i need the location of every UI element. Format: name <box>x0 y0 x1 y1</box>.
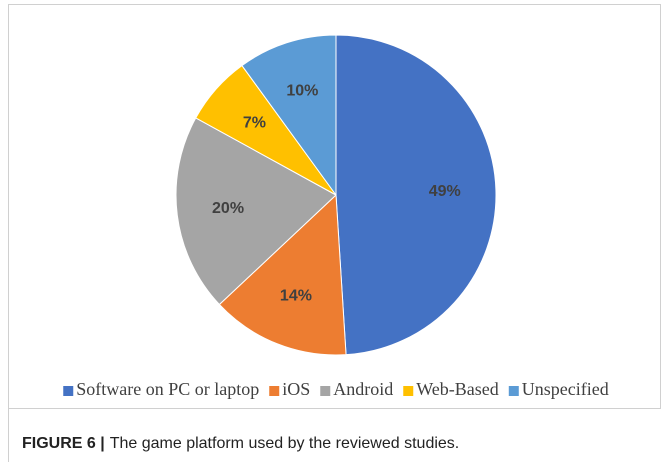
pie-slice <box>218 193 347 356</box>
data-label: 7% <box>243 114 266 131</box>
legend-label: iOS <box>282 379 310 399</box>
pie: 49% 14% 20% 7% 10% <box>175 34 497 356</box>
data-label: 10% <box>286 83 318 100</box>
pie-slice <box>335 34 497 356</box>
caption-label: FIGURE 6 | <box>22 435 105 452</box>
legend-label: Web-Based <box>416 379 499 399</box>
legend: Software on PC or laptop iOS Android Web-Ba… <box>63 379 609 399</box>
legend-label: Unspecified <box>522 379 609 399</box>
legend-swatch <box>508 386 519 396</box>
legend-swatch <box>320 386 331 396</box>
legend-label: Android <box>333 379 393 399</box>
pie-slice <box>175 117 337 306</box>
caption: FIGURE 6 | The game platform used by the … <box>22 435 459 452</box>
legend-swatch <box>269 386 280 396</box>
caption-text: The game platform used by the reviewed s… <box>110 435 460 452</box>
legend-label: Software on PC or laptop <box>76 379 259 399</box>
legend-swatch <box>63 386 74 396</box>
data-label: 49% <box>429 183 461 200</box>
data-label: 20% <box>212 200 244 217</box>
legend-swatch <box>403 386 414 396</box>
data-label: 14% <box>280 287 312 304</box>
pie-slice <box>241 34 337 197</box>
